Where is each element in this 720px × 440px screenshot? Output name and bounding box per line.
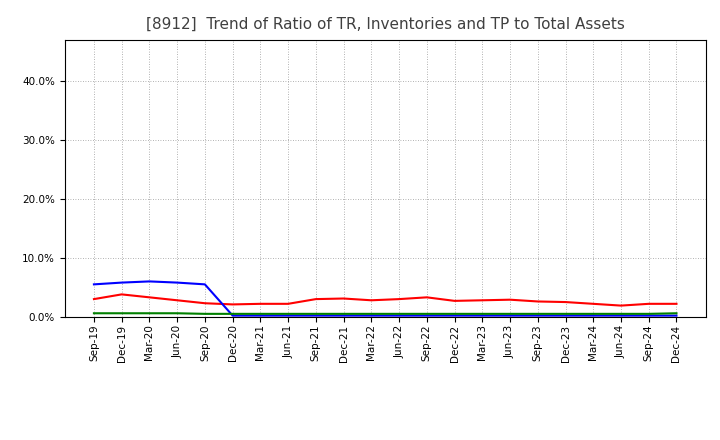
Trade Receivables xyxy=(145,295,154,300)
Trade Receivables xyxy=(256,301,265,307)
Inventories xyxy=(395,313,403,318)
Line: Trade Payables: Trade Payables xyxy=(94,313,677,314)
Trade Receivables xyxy=(672,301,681,307)
Inventories xyxy=(339,313,348,318)
Inventories xyxy=(201,282,210,287)
Inventories xyxy=(89,282,98,287)
Inventories xyxy=(672,313,681,318)
Trade Payables xyxy=(534,311,542,316)
Line: Trade Receivables: Trade Receivables xyxy=(94,294,677,306)
Title: [8912]  Trend of Ratio of TR, Inventories and TP to Total Assets: [8912] Trend of Ratio of TR, Inventories… xyxy=(145,16,625,32)
Line: Inventories: Inventories xyxy=(94,282,677,315)
Inventories xyxy=(534,313,542,318)
Trade Payables xyxy=(89,311,98,316)
Trade Payables xyxy=(644,311,653,316)
Inventories xyxy=(256,313,265,318)
Trade Receivables xyxy=(505,297,514,302)
Trade Payables xyxy=(505,311,514,316)
Trade Payables xyxy=(395,311,403,316)
Trade Payables xyxy=(284,311,292,316)
Inventories xyxy=(284,313,292,318)
Trade Payables xyxy=(423,311,431,316)
Trade Payables xyxy=(478,311,487,316)
Trade Payables xyxy=(145,311,154,316)
Trade Receivables xyxy=(450,298,459,304)
Trade Receivables xyxy=(312,297,320,302)
Trade Payables xyxy=(312,311,320,316)
Trade Receivables xyxy=(423,295,431,300)
Trade Receivables xyxy=(478,297,487,303)
Inventories xyxy=(561,313,570,318)
Trade Receivables xyxy=(89,297,98,302)
Trade Payables xyxy=(367,311,376,316)
Trade Receivables xyxy=(616,303,625,308)
Trade Receivables xyxy=(589,301,598,307)
Inventories xyxy=(228,313,237,318)
Trade Receivables xyxy=(117,292,126,297)
Trade Payables xyxy=(201,311,210,316)
Trade Payables xyxy=(256,311,265,316)
Trade Payables xyxy=(339,311,348,316)
Inventories xyxy=(312,313,320,318)
Inventories xyxy=(423,313,431,318)
Inventories xyxy=(173,280,181,285)
Trade Payables xyxy=(450,311,459,316)
Trade Receivables xyxy=(367,297,376,303)
Trade Receivables xyxy=(534,299,542,304)
Trade Receivables xyxy=(395,297,403,302)
Trade Payables xyxy=(672,311,681,316)
Trade Payables xyxy=(589,311,598,316)
Trade Payables xyxy=(616,311,625,316)
Inventories xyxy=(505,313,514,318)
Trade Receivables xyxy=(228,302,237,307)
Trade Receivables xyxy=(644,301,653,307)
Inventories xyxy=(117,280,126,285)
Trade Payables xyxy=(173,311,181,316)
Inventories xyxy=(145,279,154,284)
Inventories xyxy=(367,313,376,318)
Inventories xyxy=(644,313,653,318)
Trade Receivables xyxy=(173,297,181,303)
Trade Receivables xyxy=(201,301,210,306)
Trade Receivables xyxy=(561,299,570,304)
Trade Receivables xyxy=(339,296,348,301)
Trade Payables xyxy=(228,311,237,316)
Trade Receivables xyxy=(284,301,292,307)
Trade Payables xyxy=(117,311,126,316)
Inventories xyxy=(589,313,598,318)
Inventories xyxy=(450,313,459,318)
Inventories xyxy=(478,313,487,318)
Trade Payables xyxy=(561,311,570,316)
Inventories xyxy=(616,313,625,318)
